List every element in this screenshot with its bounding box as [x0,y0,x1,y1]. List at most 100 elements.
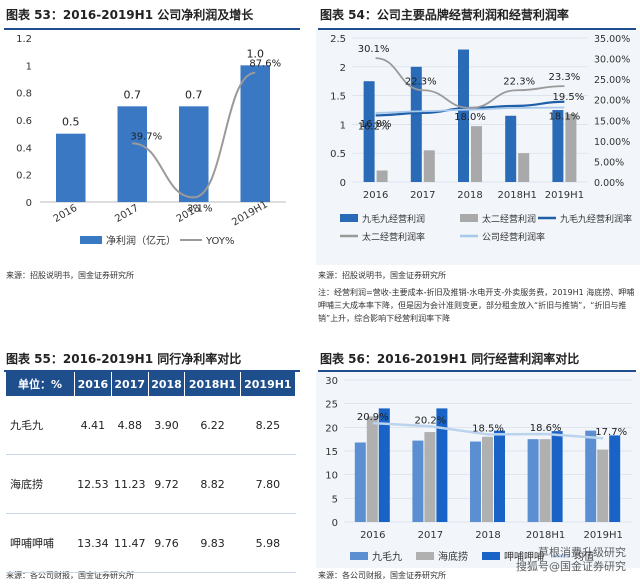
table-cell: 5.98 [240,513,296,573]
legend-label: 海底捞 [438,550,468,563]
x-tick-label: 2016 [52,203,80,225]
x-tick-label: 2018H1 [498,190,537,201]
y2-tick-label: 10.00% [594,137,630,148]
x-tick-label: 2017 [113,203,141,225]
bar [424,432,436,522]
table-header-row: 单位：% 2016 2017 2018 2018H1 2019H1 [6,372,297,396]
table-header-cell: 2018 [148,372,186,396]
bar [482,436,493,522]
bar [518,153,530,182]
line-data-label: 87.6% [249,59,281,70]
chart-56-source: 来源：各公司财报，国金证券研究所 [318,571,446,580]
y-tick-label: 1 [340,120,346,131]
y2-tick-label: 35.00% [594,34,630,45]
line-data-label: 3.1% [187,203,212,214]
line-data-label: 18.5% [472,423,504,434]
legend-label: 呷哺呷哺 [504,550,544,563]
bar [505,115,517,182]
bar-data-label: 1.0 [247,47,265,60]
bar-data-label: 0.7 [124,88,142,101]
y-tick-label: 15 [325,447,338,458]
chart-55-source: 来源：各公司财报，国金证券研究所 [6,571,134,580]
y-tick-label: 0.6 [16,116,32,127]
table-cell: 4.41 [74,396,112,455]
series-line [375,106,565,114]
watermark-line-2: 搜狐号@国金证券研究 [516,560,626,573]
line-data-label: 30.1% [358,44,390,55]
table-cell: 11.23 [111,454,149,514]
bar [527,439,539,522]
chart-53-source: 来源：招股说明书，国金证券研究所 [6,271,134,280]
y2-tick-label: 20.00% [594,96,630,107]
table-row-header: 海底捞 [6,454,75,514]
bar [117,106,148,202]
legend-label: 公司经营利润率 [482,231,545,243]
y-tick-label: 25 [325,400,338,411]
y2-tick-label: 15.00% [594,116,630,127]
bar [55,133,86,202]
table-header-cell: 2019H1 [240,372,297,396]
chart-54-title-rule [318,28,636,30]
y2-tick-label: 0.00% [594,178,624,189]
chart-56-title: 图表 56：2016-2019H1 同行经营利润率对比 [320,352,580,366]
yoy-line [132,71,256,199]
bar [565,114,577,182]
watermark: 草根消费升级研究 搜狐号@国金证券研究 [516,546,626,574]
y-tick-label: 0.2 [16,171,32,182]
table-cell: 8.25 [240,396,296,455]
series-line [375,57,565,109]
bar [597,449,609,522]
y-tick-label: 10 [325,471,338,482]
table-cell: 3.90 [148,396,185,455]
chart-55-title-rule [4,370,300,372]
y-tick-label: 2.5 [330,34,346,45]
bar [366,416,378,522]
line-data-label: 39.7% [130,131,162,142]
x-tick-label: 2016 [363,190,388,201]
y-tick-label: 2 [340,63,346,74]
line-data-label: 16.2% [358,121,390,132]
y-tick-label: 1 [26,61,32,72]
table-cell: 11.47 [111,513,149,573]
table-row-header: 九毛九 [6,396,75,455]
table-cell: 8.82 [184,454,241,514]
y-tick-label: 0.5 [330,149,346,160]
y-tick-label: 1.2 [16,34,32,45]
bar [458,49,469,182]
bar [436,408,448,522]
x-tick-label: 2017 [418,530,443,541]
x-tick-label: 2018H1 [526,530,565,541]
y2-tick-label: 25.00% [594,75,630,86]
bar [378,408,390,522]
bar [539,439,551,522]
table-row: 九毛九 4.41 4.88 3.90 6.22 8.25 [6,396,296,455]
y-tick-label: 0.4 [16,143,32,154]
y-tick-label: 30 [325,376,338,387]
line-data-label: 18.1% [549,112,581,123]
y-tick-label: 1.5 [330,92,346,103]
table-cell: 9.83 [184,513,241,573]
x-tick-label: 2018 [457,190,482,201]
chart-56-title-rule [318,370,636,372]
chart-54-svg: 0 0.5 1 1.5 2 2.5 0.00% 5.00% 10.00% 15.00% 20.00%… [316,30,640,265]
chart-53-svg: 00.20.40.60.811.20.520160.720170.720181.… [16,34,286,247]
x-tick-label: 2017 [410,190,435,201]
bar [412,440,424,522]
bar [551,431,563,522]
chart-56-panel: 图表 56：2016-2019H1 同行经营利润率对比 0 5 10 15 20 25 30… [316,344,640,584]
x-tick-label: 2019H1 [230,199,270,228]
legend-label: 太二经营利润 [482,213,536,225]
bar [470,441,481,522]
bar [585,430,597,522]
legend-label: YOY% [205,236,235,247]
table-row: 呷哺呷哺 13.34 11.47 9.76 9.83 5.98 [6,513,296,573]
line-data-label: 20.2% [415,415,447,426]
chart-54-panel: 图表 54：公司主要品牌经营利润和经营利润率 0 0.5 1 1.5 2 2.5 0.00%… [316,0,640,330]
bar [178,106,209,202]
legend-swatch [416,552,434,560]
table-row-header: 呷哺呷哺 [6,513,75,573]
legend-label: 九毛九 [372,551,402,563]
chart-54-note: 注：经营利润=营收-主要成本-折旧及推销-水电开支-外卖服务费，2019H1 海… [318,288,635,323]
bar [410,66,422,182]
legend-swatch [340,214,358,222]
